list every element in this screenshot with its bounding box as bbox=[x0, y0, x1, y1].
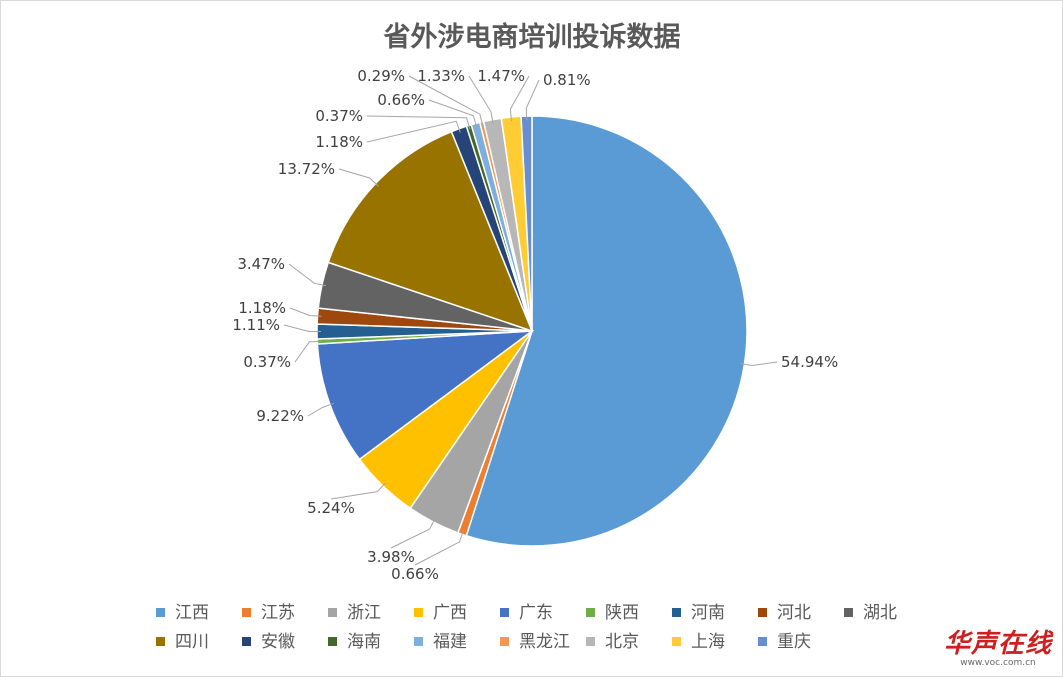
data-label-7: 1.18% bbox=[238, 299, 286, 317]
data-label-8: 3.47% bbox=[237, 255, 285, 273]
legend-item-2: 浙江 bbox=[328, 603, 381, 623]
leader-line-16 bbox=[525, 79, 540, 121]
legend-label: 安徽 bbox=[261, 632, 295, 652]
legend-item-6: 河南 bbox=[672, 603, 725, 623]
legend-item-14: 北京 bbox=[586, 632, 639, 652]
pie-slices bbox=[316, 115, 748, 547]
legend-item-5: 陕西 bbox=[586, 603, 639, 623]
legend-item-10: 安徽 bbox=[242, 632, 295, 652]
data-label-14: 1.33% bbox=[417, 67, 465, 85]
legend-swatch bbox=[328, 637, 337, 646]
leader-line-12 bbox=[428, 99, 478, 128]
legend-label: 江西 bbox=[175, 603, 209, 623]
data-label-4: 9.22% bbox=[256, 407, 304, 425]
legend-item-13: 黑龙江 bbox=[500, 632, 570, 652]
data-label-6: 1.11% bbox=[232, 316, 280, 334]
data-label-2: 3.98% bbox=[367, 548, 415, 566]
leader-line-7 bbox=[289, 307, 322, 317]
data-label-13: 0.29% bbox=[357, 67, 405, 85]
leader-line-8 bbox=[288, 263, 327, 287]
leader-line-15 bbox=[509, 75, 530, 122]
data-label-12: 0.66% bbox=[377, 91, 425, 109]
legend-swatch bbox=[672, 637, 681, 646]
data-labels: 54.94%0.66%3.98%5.24%9.22%0.37%1.11%1.18… bbox=[232, 67, 838, 583]
legend-item-15: 上海 bbox=[672, 632, 725, 652]
legend-label: 上海 bbox=[691, 632, 725, 652]
chart-title: 省外涉电商培训投诉数据 bbox=[384, 22, 681, 53]
data-label-11: 0.37% bbox=[315, 107, 363, 125]
data-label-15: 1.47% bbox=[477, 67, 525, 85]
legend-swatch bbox=[586, 608, 595, 617]
legend-label: 海南 bbox=[347, 632, 381, 652]
leader-line-2 bbox=[390, 518, 436, 549]
legend-swatch bbox=[844, 608, 853, 617]
legend-swatch bbox=[414, 608, 423, 617]
data-label-9: 13.72% bbox=[278, 160, 335, 178]
leader-line-1 bbox=[414, 530, 464, 566]
legend-item-8: 湖北 bbox=[844, 603, 897, 623]
legend-label: 河南 bbox=[691, 603, 725, 623]
legend-item-9: 四川 bbox=[156, 632, 209, 652]
legend-swatch bbox=[758, 608, 767, 617]
data-label-5: 0.37% bbox=[243, 353, 291, 371]
legend-swatch bbox=[500, 637, 509, 646]
legend-item-4: 广东 bbox=[500, 603, 553, 623]
legend-item-7: 河北 bbox=[758, 603, 811, 623]
legend-label: 浙江 bbox=[347, 603, 381, 623]
leader-line-13 bbox=[408, 75, 484, 126]
legend-swatch bbox=[414, 637, 423, 646]
leader-line-14 bbox=[468, 75, 494, 124]
legend-swatch bbox=[758, 637, 767, 646]
legend-swatch bbox=[586, 637, 595, 646]
legend-item-1: 江苏 bbox=[242, 603, 295, 623]
leader-line-11 bbox=[366, 115, 471, 130]
leader-line-3 bbox=[330, 482, 386, 500]
leader-line-6 bbox=[283, 324, 321, 332]
legend-label: 四川 bbox=[175, 632, 209, 652]
legend-swatch bbox=[242, 608, 251, 617]
legend-swatch bbox=[156, 637, 165, 646]
legend-item-11: 海南 bbox=[328, 632, 381, 652]
leader-line-4 bbox=[307, 402, 334, 417]
data-label-16: 0.81% bbox=[543, 71, 591, 89]
legend-label: 湖北 bbox=[863, 603, 897, 623]
legend-item-12: 福建 bbox=[414, 632, 467, 652]
legend-label: 北京 bbox=[605, 632, 639, 652]
leader-line-0 bbox=[740, 361, 778, 367]
legend-label: 陕西 bbox=[605, 603, 639, 623]
legend-swatch bbox=[242, 637, 251, 646]
legend-label: 广东 bbox=[519, 603, 553, 623]
legend-label: 江苏 bbox=[261, 603, 295, 623]
legend-item-0: 江西 bbox=[156, 603, 209, 623]
legend-swatch bbox=[328, 608, 337, 617]
legend-label: 福建 bbox=[433, 632, 467, 652]
data-label-0: 54.94% bbox=[781, 353, 838, 371]
data-label-3: 5.24% bbox=[307, 499, 355, 517]
legend-label: 河北 bbox=[777, 603, 811, 623]
leader-line-10 bbox=[366, 120, 461, 143]
legend-label: 广西 bbox=[433, 603, 467, 623]
legend-swatch bbox=[672, 608, 681, 617]
watermark-name: 华声在线 bbox=[943, 629, 1052, 659]
legend-item-16: 重庆 bbox=[758, 632, 811, 652]
leader-line-5 bbox=[294, 340, 322, 363]
legend-item-3: 广西 bbox=[414, 603, 467, 623]
leader-lines bbox=[283, 75, 778, 566]
leader-line-9 bbox=[338, 168, 379, 187]
data-label-10: 1.18% bbox=[315, 133, 363, 151]
legend-label: 黑龙江 bbox=[519, 632, 570, 652]
watermark-site: www.voc.com.cn bbox=[960, 658, 1036, 668]
data-label-1: 0.66% bbox=[391, 565, 439, 583]
legend-label: 重庆 bbox=[777, 632, 811, 652]
legend-swatch bbox=[156, 608, 165, 617]
legend-swatch bbox=[500, 608, 509, 617]
watermark-logo: 华声在线 www.voc.com.cn bbox=[944, 630, 1052, 668]
